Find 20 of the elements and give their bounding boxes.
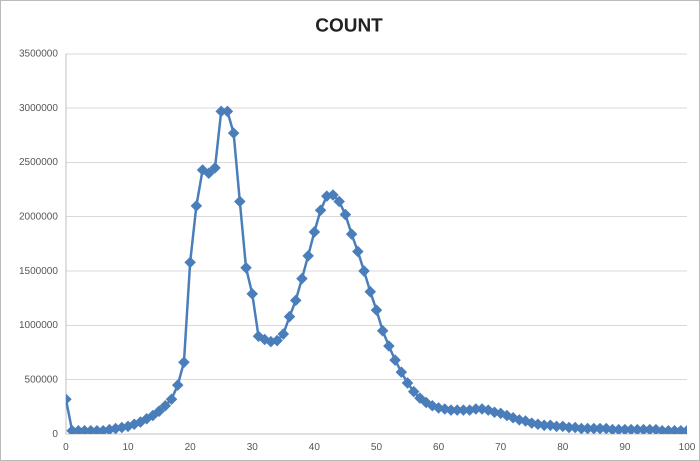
x-tick-label: 30 (246, 442, 258, 453)
x-tick-label: 50 (370, 442, 382, 453)
x-tick-label: 70 (495, 442, 507, 453)
y-tick-label: 2500000 (18, 157, 58, 168)
chart-title: COUNT (315, 16, 384, 37)
y-tick-label: 1500000 (18, 266, 58, 277)
x-tick-label: 60 (433, 442, 445, 453)
x-tick-label: 40 (308, 442, 320, 453)
x-tick-label: 0 (63, 442, 70, 453)
y-tick-label: 1000000 (18, 320, 58, 332)
y-tick-label: 0 (52, 428, 58, 440)
x-tick-label: 10 (122, 442, 134, 453)
x-tick-label: 80 (557, 442, 569, 453)
y-tick-label: 3000000 (18, 102, 58, 114)
y-tick-label: 3500000 (18, 48, 58, 60)
y-tick-label: 2000000 (18, 211, 58, 222)
x-tick-label: 100 (678, 442, 696, 453)
y-tick-label: 500000 (24, 374, 58, 386)
x-tick-label: 90 (619, 442, 631, 453)
x-tick-label: 20 (184, 442, 196, 453)
